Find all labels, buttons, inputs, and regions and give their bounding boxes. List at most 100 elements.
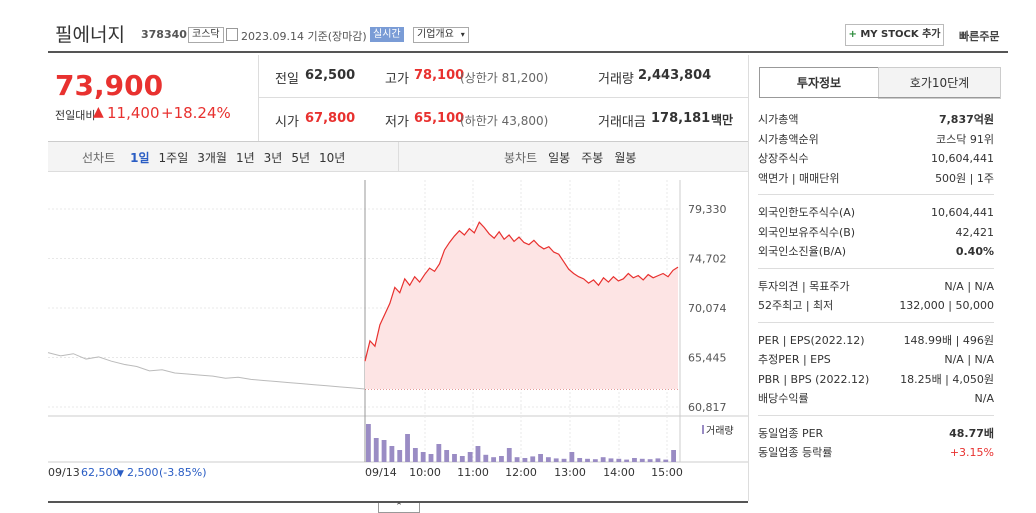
info-label: 상장주식수 [758,152,809,165]
period-button[interactable]: 1주일 [158,151,189,165]
info-label: 액면가 | 매매단위 [758,171,840,185]
line-chart-label: 선차트 [82,151,116,165]
volume-bar [553,458,559,462]
period-button[interactable]: 주봉 [581,151,604,165]
volume-bar [624,459,630,462]
summary-label: 전일 [275,72,299,87]
period-button[interactable]: 1일 [130,151,150,165]
volume-bar [561,458,567,462]
volume-bar [592,459,598,462]
info-value: 500원 | 1주 [935,171,994,185]
info-row: 외국인소진율(B/A) 0.40% [758,242,994,262]
info-label: 시가총액순위 [758,132,819,146]
volume-bar [428,454,434,462]
x-tick-label: 12:00 [505,466,537,479]
info-value: 132,000 | 50,000 [899,299,994,312]
period-button[interactable]: 5년 [291,151,311,165]
info-value: 7,837억원 [938,113,994,126]
info-value: 48.77배 [949,426,994,440]
tab[interactable]: 호가10단계 [878,67,1001,99]
info-row: 동일업종 등락률 +3.15% [758,443,994,463]
summary-value: 178,181 [651,111,711,126]
mystock-text: MY STOCK 추가 [860,29,941,40]
info-value: N/A [974,392,994,405]
calendar-icon [226,28,238,41]
y-tick-label: 60,817 [688,401,727,414]
summary-value: 2,443,804 [638,68,712,83]
summary-value: 67,800 [305,111,356,126]
x-tick-label: 09/14 [365,466,397,479]
volume-bar [616,458,622,462]
info-row: 시가총액순위 코스닥 91위 [758,130,994,150]
volume-bar [452,454,457,462]
info-row: 52주최고 | 최저 132,000 | 50,000 [758,296,994,316]
info-label: 배당수익률 [758,392,809,405]
info-section: PER | EPS(2022.12) 148.99배 | 496원 추정PER | … [758,329,994,416]
info-row: 시가총액 7,837억원 [758,110,994,130]
price-chart: 79,330 74,702 70,074 65,445 60,817 09/14 10:00… [47,180,748,479]
info-value: N/A | N/A [944,353,994,366]
volume-bar [639,458,645,462]
info-label: 외국인보유주식수(B) [758,225,856,239]
volume-bar [663,459,669,462]
volume-bar [491,457,497,462]
period-button[interactable]: 일봉 [548,151,571,165]
volume-bar [420,452,426,462]
volume-bar [655,458,661,462]
mystock-button[interactable]: + MY STOCK 추가 [845,24,944,46]
info-row: 외국인보유주식수(B) 42,421 [758,223,994,243]
volume-bar [569,452,575,462]
divider [258,55,259,141]
period-button[interactable]: 월봉 [614,151,637,165]
bottom-line [48,501,748,503]
x-tick-label: 11:00 [457,466,489,479]
info-row: 외국인한도주식수(A) 10,604,441 [758,203,994,223]
info-label: 외국인소진율(B/A) [758,245,847,258]
period-button[interactable]: 1년 [235,151,255,165]
summary-note: (하한가 43,800) [460,114,549,128]
change-pct: +18.24% [161,104,231,122]
volume-bar [506,448,512,462]
quick-order[interactable]: 빠른주문 [959,30,1000,43]
period-button[interactable]: 10년 [319,151,346,165]
volume-bar [444,450,450,462]
prev-change: 2,500 [127,466,159,479]
overview-dropdown[interactable]: 기업개요 ▾ [413,27,469,43]
change-label: 전일대비 [55,109,96,122]
market-badge: 코스닥 [188,27,224,43]
info-row: 동일업종 PER 48.77배 [758,424,994,444]
info-label: 동일업종 등락률 [758,446,833,459]
change-arrow: ▲ [93,104,104,120]
today-line [364,221,679,362]
prev-date: 09/13 [48,466,80,479]
volume-bar [538,454,543,462]
info-label: 동일업종 PER [758,426,824,440]
info-value: 18.25배 | 4,050원 [900,372,994,386]
period-button[interactable]: 3개월 [197,151,227,165]
info-label: 시가총액 [758,113,799,126]
info-label: 투자의견 | 목표주가 [758,279,850,293]
collapse-button[interactable]: ⌃ [378,503,420,513]
tab-active[interactable]: 투자정보 [759,67,879,98]
prev-pct: (-3.85%) [159,466,207,479]
volume-bar [381,440,387,462]
candle-periods: 봉차트 일봉 주봉 월봉 [504,149,636,166]
info-row: 추정PER | EPS N/A | N/A [758,350,994,370]
info-row: 상장주식수 10,604,441 [758,149,994,169]
info-row: PER | EPS(2022.12) 148.99배 | 496원 [758,331,994,351]
info-value: 10,604,441 [931,152,994,165]
volume-bar [366,424,371,462]
change: 11,400 [107,104,160,122]
info-row: 투자의견 | 목표주가 N/A | N/A [758,277,994,297]
volume-bar [436,444,442,462]
y-tick-label: 74,702 [688,252,727,265]
previous-line [47,352,366,390]
x-tick-label: 15:00 [651,466,683,479]
realtime-button[interactable]: 실시간 [370,27,404,42]
volume-legend-swatch [702,425,704,434]
info-label: PBR | BPS (2022.12) [758,372,870,386]
info-value: N/A | N/A [944,279,994,293]
period-button[interactable]: 3년 [263,151,283,165]
